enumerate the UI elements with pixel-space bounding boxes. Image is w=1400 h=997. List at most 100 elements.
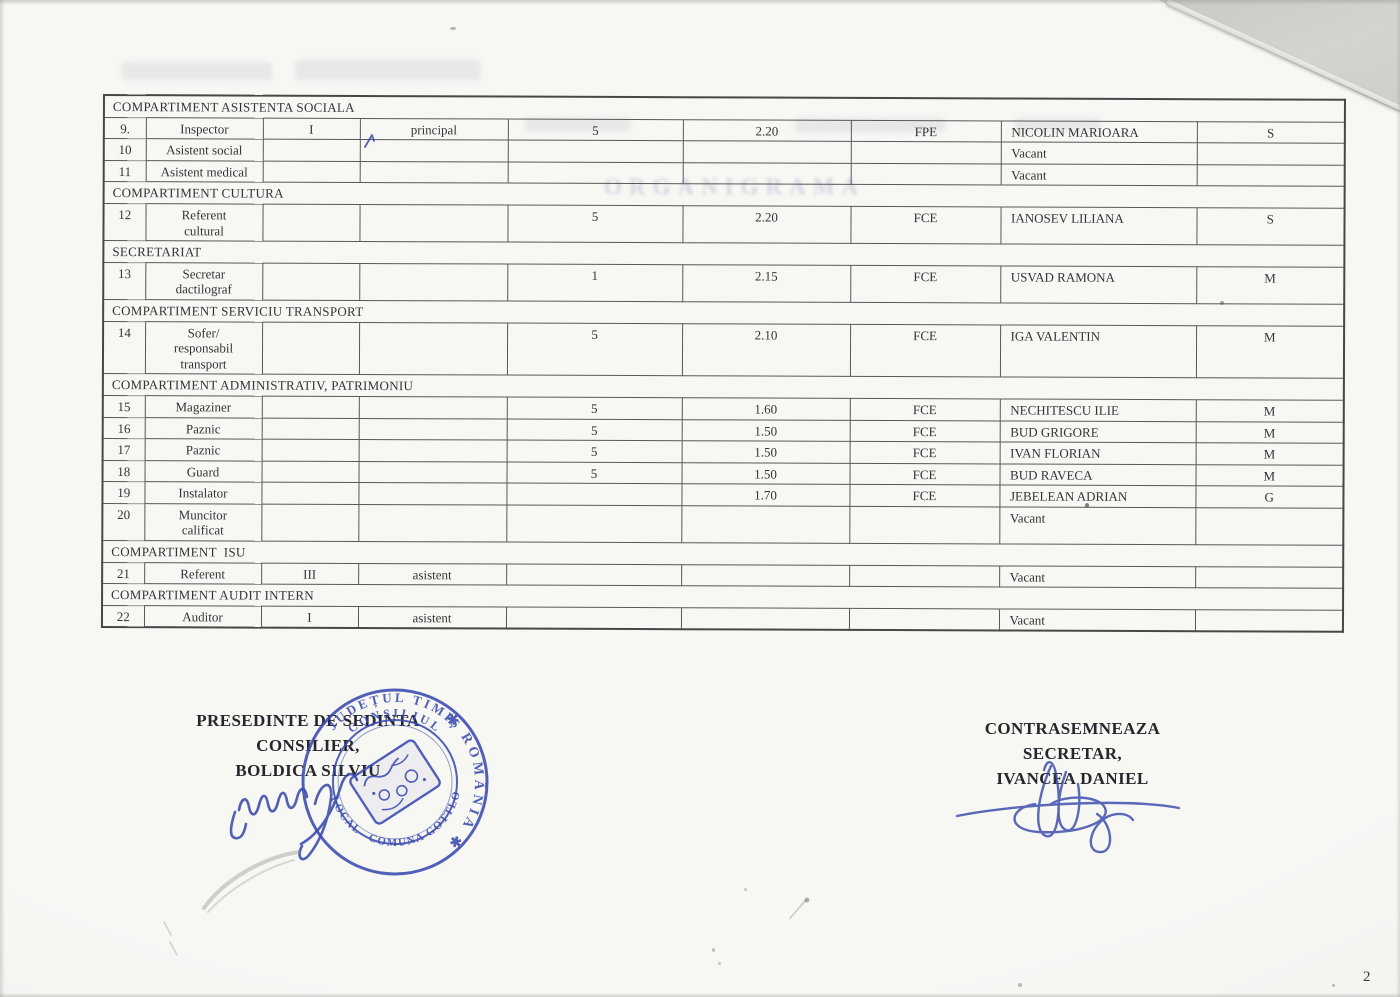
cell-nr-crt: 10 <box>103 138 146 161</box>
cell-nr-crt: 16 <box>102 417 145 439</box>
cell-studii: G <box>1195 485 1344 509</box>
cell-clasa <box>262 160 360 183</box>
cell-clasa: I <box>260 605 359 629</box>
cell-studii <box>1196 164 1345 187</box>
cell-tip-functie <box>849 565 1000 588</box>
cell-coeficient <box>680 607 850 631</box>
stamp-country-text: ✱ ROMÂNIA ✱ <box>442 711 484 853</box>
cell-nume-prenume: Vacant <box>998 608 1196 632</box>
cell-nr-crt: 18 <box>102 460 145 482</box>
cell-nr-crt: 19 <box>102 481 145 504</box>
cell-tip-functie <box>849 506 1000 545</box>
table-row: 20 Muncitor calificat Vacant <box>102 503 1344 546</box>
pencil-mark <box>789 897 810 919</box>
secretary-signature-block: CONTRASEMNEAZA SECRETAR, IVANCEA DANIEL <box>950 716 1195 791</box>
cell-grad-profesional <box>358 504 507 543</box>
cell-functie: Inspector <box>145 117 263 140</box>
cell-clasa <box>261 439 359 462</box>
pencil-speck <box>718 962 721 965</box>
president-signature-block: PRESEDINTE DE SEDINTA CONSILIER, BOLDICA… <box>168 708 448 783</box>
cell-coeficient: 1.60 <box>681 397 850 420</box>
cell-functie: Sofer/ responsabil transport <box>144 321 263 375</box>
cell-nume-prenume: IANOSEV LILIANA <box>1000 206 1197 245</box>
cell-nr-crt: 21 <box>102 562 145 584</box>
cell-nr-crt: 11 <box>103 160 146 183</box>
cell-nume-prenume: BUD GRIGORE <box>999 420 1196 443</box>
cell-grad-profesional <box>358 417 507 441</box>
cell-clasa <box>261 321 360 375</box>
cell-clasa: III <box>261 562 359 585</box>
cell-studii: M <box>1196 266 1345 305</box>
cell-nume-prenume: Vacant <box>999 565 1196 588</box>
cell-studii: M <box>1195 399 1344 422</box>
cell-tip-functie: FCE <box>850 265 1001 303</box>
secretary-name: IVANCEA DANIEL <box>996 769 1149 788</box>
cell-functie: Paznic <box>144 417 262 440</box>
ink-speck <box>450 27 456 30</box>
cell-grad-profesional: principal <box>359 118 508 141</box>
staffing-table: COMPARTIMENT ASISTENTA SOCIALA 9. Inspecto… <box>100 94 1347 634</box>
cell-grad-profesional <box>359 161 508 184</box>
cell-tip-functie <box>848 608 1000 631</box>
bleed-through-title: ORGANIGRAMA <box>604 173 865 200</box>
cell-tip-functie: FCE <box>850 206 1001 245</box>
cell-clasa <box>261 417 359 440</box>
cell-tip-functie: FCE <box>849 398 1000 421</box>
pencil-speck <box>1018 983 1022 987</box>
stamp-local-text: LOCAL <box>328 795 362 838</box>
cell-tip-functie: FCE <box>849 419 1000 443</box>
cell-functie: Guard <box>144 460 262 483</box>
cell-nume-prenume: USVAD RAMONA <box>1000 265 1197 304</box>
cell-functie: Asistent medical <box>145 160 263 183</box>
cell-functie: Secretar dactilograf <box>145 262 263 301</box>
cell-nume-prenume: NECHITESCU ILIE <box>999 398 1196 422</box>
cell-functie: Auditor <box>143 605 262 629</box>
cell-grad-profesional <box>358 322 508 376</box>
cell-coeficient: 2.10 <box>681 323 851 377</box>
cell-grad-profesional <box>358 396 507 419</box>
cell-studii <box>1194 609 1344 633</box>
cell-functie: Referent cultural <box>145 203 263 242</box>
cell-coeficient <box>681 564 850 587</box>
cell-coeficient: 1.70 <box>681 484 850 507</box>
cell-clasa <box>262 262 360 301</box>
cell-grad-profesional <box>359 139 508 162</box>
bleed-through-smudge <box>122 62 272 80</box>
secretary-title: CONTRASEMNEAZA <box>984 719 1161 738</box>
cell-studii <box>1195 566 1344 589</box>
secretary-role: SECRETAR, <box>1022 744 1123 763</box>
bleed-through-smudge <box>295 60 480 80</box>
cell-nr-crt: 20 <box>102 503 145 541</box>
cell-tip-functie <box>850 141 1001 164</box>
svg-text:✱ ROMÂNIA ✱: ✱ ROMÂNIA ✱ <box>442 711 488 853</box>
cell-nivel <box>505 606 682 630</box>
cell-grad-profesional <box>358 439 507 462</box>
cell-studii <box>1195 507 1344 546</box>
cell-nume-prenume: JEBELEAN ADRIAN <box>999 485 1196 508</box>
cell-grad-profesional <box>358 461 507 484</box>
president-title: PRESEDINTE DE SEDINTA <box>196 711 420 730</box>
cell-studii: M <box>1195 421 1344 444</box>
cell-nivel: 5 <box>506 396 682 420</box>
cell-clasa <box>261 460 359 483</box>
bleed-through-smudge <box>525 118 630 131</box>
cell-nivel <box>507 161 683 185</box>
cell-nume-prenume: IVAN FLORIAN <box>999 442 1196 465</box>
page-number: 2 <box>1363 969 1371 985</box>
cell-nr-crt: 14 <box>102 321 146 374</box>
svg-text:LOCAL: LOCAL <box>328 795 363 838</box>
cell-nume-prenume: Vacant <box>1000 142 1197 165</box>
table-row: 13 Secretar dactilograf 1 2.15 FCE USVAD RAMO… <box>103 262 1345 305</box>
cell-clasa <box>261 503 359 542</box>
secretary-signature-ink <box>955 761 1181 854</box>
cell-studii: M <box>1195 464 1344 487</box>
scan-edge-top <box>0 0 1400 5</box>
cell-functie: Muncitor calificat <box>144 503 262 542</box>
staffing-table-body: COMPARTIMENT ASISTENTA SOCIALA 9. Inspecto… <box>101 95 1346 633</box>
cell-functie: Referent <box>144 562 262 585</box>
cell-coeficient: 1.50 <box>681 419 850 442</box>
bleed-through-smudge <box>1015 118 1100 131</box>
cell-tip-functie: FCE <box>849 484 1000 507</box>
cell-nume-prenume: IGA VALENTIN <box>999 324 1197 379</box>
